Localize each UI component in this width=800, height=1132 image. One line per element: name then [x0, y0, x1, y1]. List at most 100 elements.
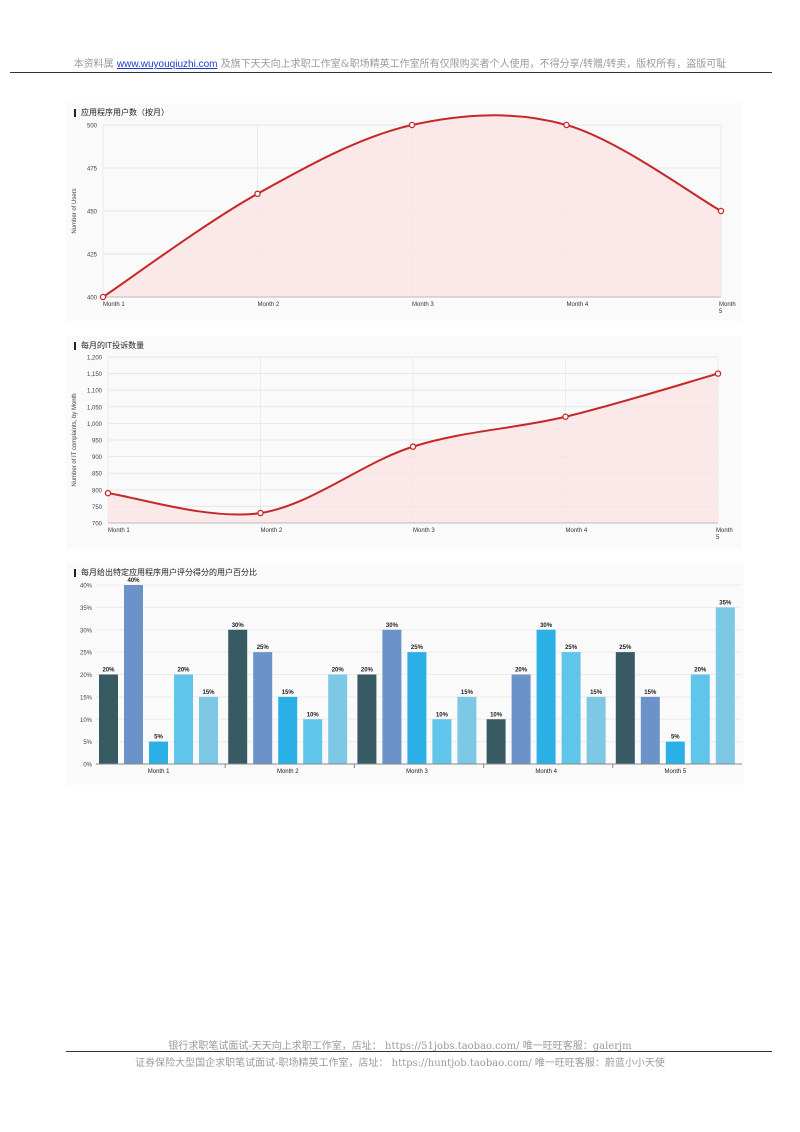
x-tick-label: Month 1: [148, 769, 170, 775]
data-point: [562, 413, 569, 421]
y-tick-label: 1,050: [87, 405, 103, 411]
bar-value-label: 35%: [719, 600, 732, 606]
title-marker: [74, 568, 76, 577]
bar-value-label: 20%: [332, 668, 345, 674]
bar-value-label: 15%: [590, 690, 603, 696]
footer-line2-prefix: 证券保险大型国企求职笔试面试-职场精英工作室，店址：: [135, 1058, 389, 1069]
bar-value-label: 10%: [490, 712, 503, 718]
y-tick-label: 40%: [80, 584, 93, 590]
complaints-line-chart: 700 750 800 850 900 950 1,000 1,050 1,100 1,150 1,…: [72, 356, 733, 542]
bar: [432, 719, 452, 764]
bar-value-label: 5%: [671, 735, 680, 741]
bar: [407, 652, 427, 764]
footer-line-2: 证券保险大型国企求职笔试面试-职场精英工作室，店址： https://huntj…: [0, 1054, 800, 1069]
footer-divider: [66, 1051, 772, 1052]
x-tick-label: Month 2: [258, 302, 280, 308]
header-link[interactable]: www.wuyouqiuzhi.com: [116, 59, 218, 70]
y-tick-label: 950: [92, 439, 103, 445]
bar: [511, 674, 531, 764]
chart-panel-users: 应用程序用户数（按月） 400 425 450 475 500 Number of Use…: [66, 103, 742, 321]
bar-value-label: 25%: [565, 645, 578, 651]
y-tick-label: 500: [87, 124, 98, 130]
y-tick-label: 475: [87, 167, 98, 173]
x-tick-label: Month 1: [103, 302, 125, 308]
chart-title-ratings: 每月给出特定应用程序用户评分得分的用户百分比: [74, 567, 257, 578]
x-tick-label: Month 2: [277, 769, 299, 775]
bar-value-label: 30%: [540, 623, 553, 629]
y-tick-label: 425: [87, 253, 98, 259]
data-point: [714, 370, 722, 377]
footer-line2-link[interactable]: https://huntjob.taobao.com/: [391, 1058, 532, 1069]
y-tick-label: 20%: [80, 673, 93, 679]
bar-value-label: 10%: [307, 712, 320, 718]
bar: [715, 607, 735, 764]
bar: [586, 696, 606, 764]
y-tick-label: 900: [92, 455, 103, 461]
bar: [303, 719, 323, 764]
x-tick-label: Month 1: [108, 528, 130, 534]
bar-value-label: 15%: [461, 690, 474, 696]
y-tick-label: 800: [92, 488, 103, 494]
y-tick-label: 1,000: [87, 422, 103, 428]
bar: [174, 674, 193, 764]
bar-value-label: 20%: [361, 668, 374, 674]
bar-value-label: 25%: [257, 645, 270, 651]
bar-value-label: 15%: [202, 690, 215, 696]
y-tick-label: 35%: [80, 606, 93, 612]
footer-line1-link[interactable]: https://51jobs.taobao.com/: [385, 1041, 520, 1052]
title-marker: [74, 341, 76, 350]
bar-value-label: 20%: [694, 668, 707, 674]
bar: [228, 629, 248, 764]
x-tick-label: Month: [716, 528, 733, 534]
bar-value-label: 25%: [411, 645, 424, 651]
footer-line2-suffix: 唯一旺旺客服：蔚蓝小小天使: [534, 1058, 665, 1069]
bar: [124, 585, 143, 764]
x-tick-label: Month 2: [261, 528, 283, 534]
y-tick-label: 700: [92, 522, 103, 528]
bar-value-label: 30%: [386, 623, 399, 629]
bar: [457, 696, 477, 764]
chart-panel-complaints: 每月的IT投诉数量 700 750 800 850 900 950 1,000 1,050 1,…: [66, 336, 742, 549]
bar: [253, 652, 273, 764]
chart-title-text: 每月给出特定应用程序用户评分得分的用户百分比: [81, 568, 257, 577]
bar-value-label: 25%: [619, 645, 632, 651]
bar-value-label: 20%: [102, 668, 115, 674]
bar: [486, 719, 506, 764]
footer-line1-suffix: 唯一旺旺客服：galerjm: [522, 1041, 632, 1052]
ratings-bar-chart: 0% 5% 10% 15% 20% 25% 30% 35% 40% 20% 40% 5% 20% 15% M…: [80, 578, 742, 775]
footer-line1-prefix: 银行求职笔试面试-天天向上求职工作室，店址：: [168, 1041, 382, 1052]
x-tick-label: Month 4: [535, 769, 557, 775]
bar: [561, 652, 581, 764]
bar-value-label: 15%: [282, 690, 295, 696]
bar: [99, 674, 118, 764]
bar: [199, 696, 218, 764]
bar: [382, 629, 402, 764]
series-area: [103, 115, 721, 297]
x-tick-label: Month 4: [566, 528, 588, 534]
bar: [357, 674, 377, 764]
bar-value-label: 5%: [154, 735, 163, 741]
bar: [640, 696, 660, 764]
x-tick-label: Month 4: [567, 302, 589, 308]
x-tick-label: Month 5: [665, 769, 687, 775]
y-tick-label: 5%: [83, 740, 92, 746]
y-axis-label: Number of IT complaints, by Month: [72, 393, 78, 486]
chart-title-text: 每月的IT投诉数量: [81, 341, 145, 350]
data-point: [257, 509, 264, 517]
bar-value-label: 30%: [232, 623, 245, 629]
y-tick-label: 15%: [80, 695, 93, 701]
header-divider: [10, 72, 772, 73]
bar: [665, 741, 685, 764]
bar: [615, 652, 635, 764]
bar-value-label: 40%: [127, 578, 140, 584]
bar-value-label: 20%: [177, 668, 190, 674]
y-tick-label: 30%: [80, 628, 93, 634]
page-header: 本资料属 www.wuyouqiuzhi.com 及旗下天天向上求职工作室&职场…: [0, 55, 800, 70]
chart-title-text: 应用程序用户数（按月）: [81, 108, 169, 117]
data-point: [99, 293, 107, 301]
bar: [690, 674, 710, 764]
x-tick-label: Month 3: [406, 769, 428, 775]
y-tick-label: 400: [87, 296, 98, 302]
bar: [278, 696, 298, 764]
y-tick-label: 0%: [83, 763, 92, 769]
